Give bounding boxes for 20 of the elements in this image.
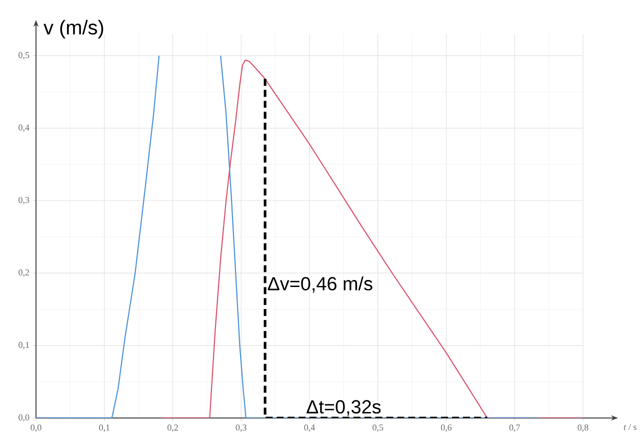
x-tick-label: 0,8 (578, 424, 588, 432)
y-tick-label: 0,2 (18, 269, 29, 277)
annotation: Δt=0,32s (306, 400, 381, 416)
y-tick-label: 0,1 (18, 342, 29, 350)
x-tick-label: 0,3 (236, 424, 246, 432)
y-tick-label: 0,4 (18, 124, 30, 132)
annotation: Δv=0,46 m/s (268, 276, 372, 293)
x-tick-label: 0,6 (440, 424, 452, 432)
x-tick-label: 0,0 (30, 424, 42, 432)
x-tick-label: 0,1 (99, 424, 110, 432)
y-tick-label: 0,3 (18, 196, 30, 204)
x-tick-label: 0,7 (509, 424, 520, 432)
x-axis-title: t / s (624, 424, 636, 430)
line-series (160, 60, 584, 418)
y-tick-label: 0,0 (18, 414, 30, 422)
x-tick-label: 0,2 (168, 424, 178, 432)
y-tick-label: 0,5 (18, 52, 30, 60)
y-axis-title: v (m/s) (44, 20, 104, 38)
x-tick-label: 0,4 (304, 424, 315, 432)
x-tick-label: 0,5 (372, 424, 384, 432)
